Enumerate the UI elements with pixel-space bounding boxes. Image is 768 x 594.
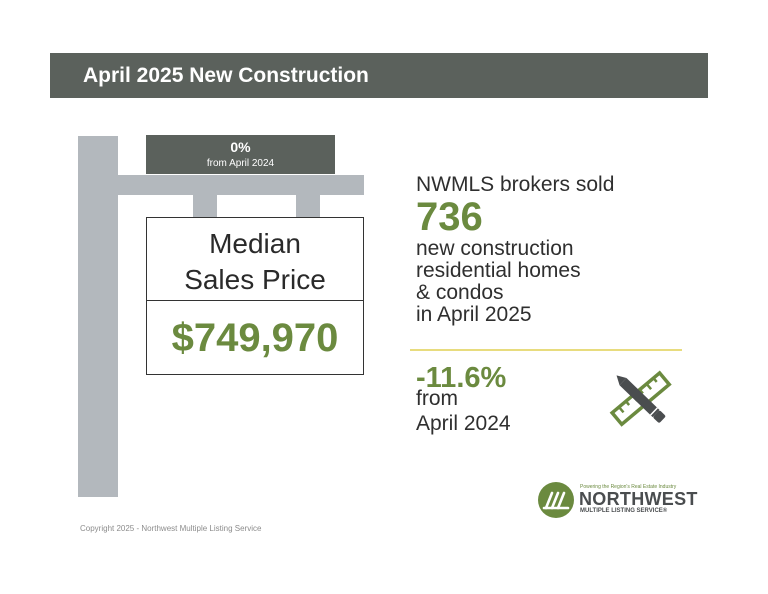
median-price-sign: Median Sales Price $749,970 (146, 217, 364, 375)
logo-tagline: Powering the Region's Real Estate Indust… (580, 484, 677, 490)
sales-change-label-line2: April 2024 (416, 412, 511, 435)
nwmls-logo-icon (538, 482, 574, 518)
sales-intro: NWMLS brokers sold (416, 173, 615, 196)
logo-name: NORTHWEST (579, 489, 698, 509)
sales-description-line1: new construction (416, 237, 574, 260)
pencil-ruler-icon (609, 370, 672, 427)
nwmls-logo: Powering the Region's Real Estate Indust… (538, 480, 697, 520)
sign-hanger-right (296, 195, 320, 217)
median-price-value: $749,970 (171, 316, 339, 360)
page-title: April 2025 New Construction (50, 53, 708, 98)
sales-description: new construction residential homes & con… (416, 238, 616, 326)
sales-description-line4: in April 2025 (416, 303, 532, 326)
price-change-tag: 0% from April 2024 (146, 135, 335, 174)
sign-post (78, 136, 118, 497)
copyright: Copyright 2025 - Northwest Multiple List… (80, 524, 262, 533)
logo-subtitle: MULTIPLE LISTING SERVICE® (580, 508, 668, 514)
median-price-label-line1: Median (209, 228, 301, 259)
median-price-label: Median Sales Price (147, 218, 363, 301)
sales-description-line2: residential homes (416, 259, 581, 282)
median-price-label-line2: Sales Price (184, 264, 326, 295)
sales-count: 736 (416, 195, 483, 239)
sales-change-label: from April 2024 (416, 386, 511, 436)
sales-description-line3: & condos (416, 281, 504, 304)
price-change-label: from April 2024 (206, 158, 275, 169)
divider (410, 349, 682, 351)
sign-hanger-left (193, 195, 217, 217)
sales-change-label-line1: from (416, 387, 458, 410)
sign-arm (118, 175, 364, 195)
price-change-percent: 0% (230, 139, 251, 155)
sales-change-percent: -11.6% (416, 362, 507, 394)
